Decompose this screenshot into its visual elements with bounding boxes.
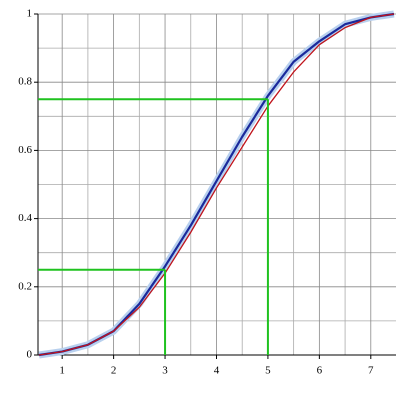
x-tick-label: 4 [214,365,220,377]
y-tick-label: 0.4 [18,212,32,224]
x-tick-label: 2 [111,365,117,377]
x-tick-label: 5 [265,365,271,377]
y-tick-label: 0.6 [18,144,32,156]
y-tick-label: 0 [27,349,33,361]
x-tick-label: 1 [59,365,65,377]
x-tick-label: 3 [162,365,168,377]
y-tick-label: 0.2 [18,280,32,292]
x-tick-label: 6 [317,365,323,377]
y-tick-label: 0.8 [18,76,32,88]
x-tick-label: 7 [368,365,374,377]
series-line [38,13,395,356]
y-tick-label: 1 [27,8,33,20]
